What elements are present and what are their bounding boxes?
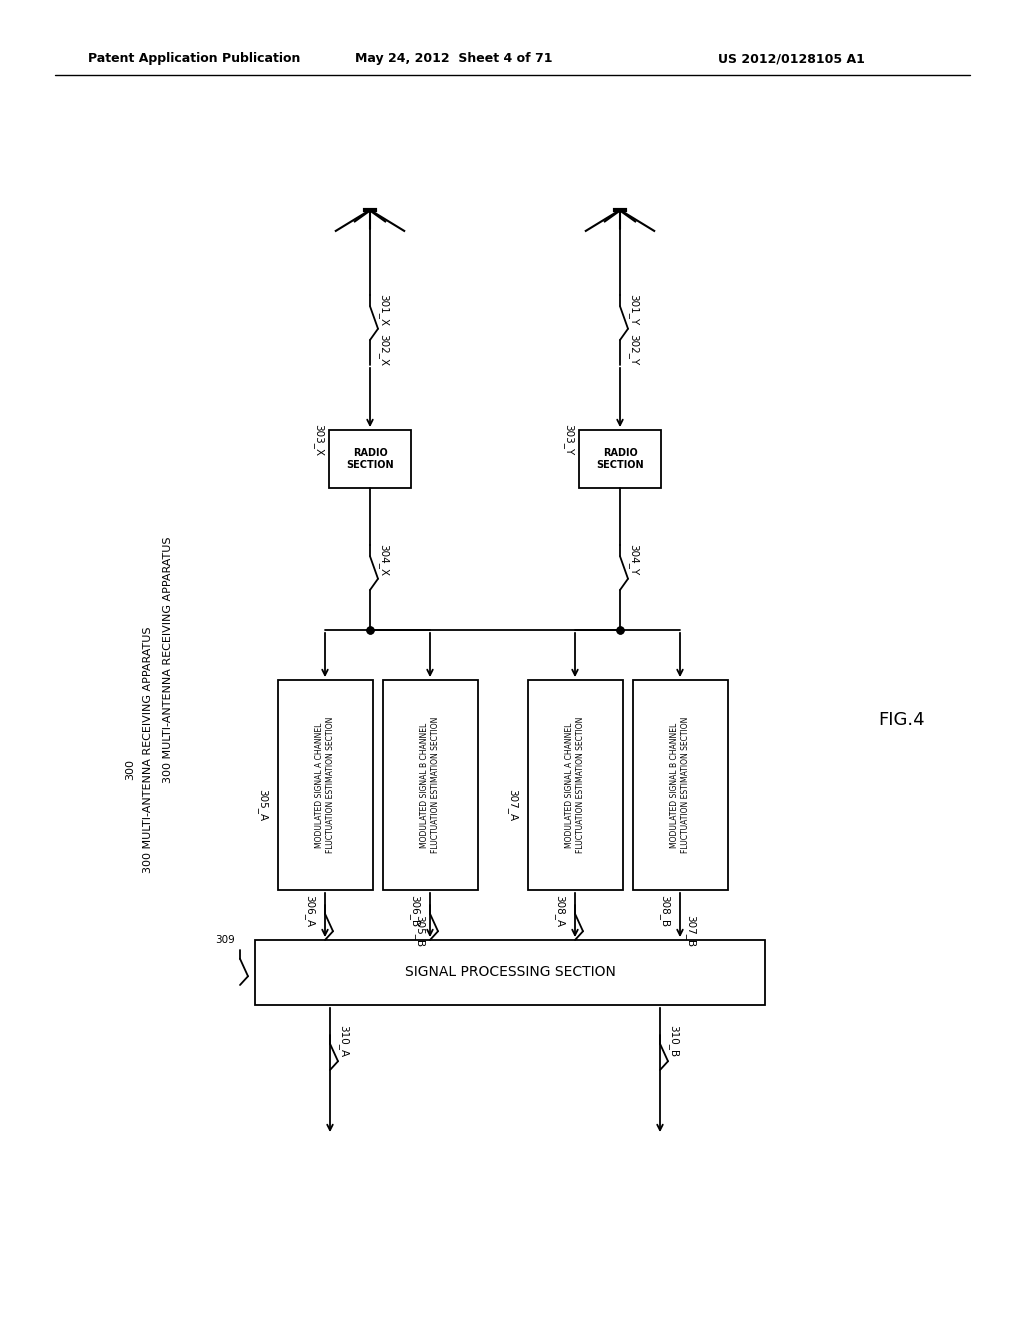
Text: Patent Application Publication: Patent Application Publication bbox=[88, 51, 300, 65]
Text: 309: 309 bbox=[215, 935, 234, 945]
Bar bbox=[579, 430, 662, 488]
Text: 310_B: 310_B bbox=[668, 1026, 679, 1057]
Text: 310_A: 310_A bbox=[338, 1026, 349, 1057]
Bar bbox=[255, 940, 765, 1005]
Text: 300: 300 bbox=[125, 759, 135, 780]
Text: May 24, 2012  Sheet 4 of 71: May 24, 2012 Sheet 4 of 71 bbox=[355, 51, 553, 65]
Text: 304_X: 304_X bbox=[378, 544, 389, 576]
Text: 300 MULTI-ANTENNA RECEIVING APPARATUS: 300 MULTI-ANTENNA RECEIVING APPARATUS bbox=[143, 627, 153, 874]
Text: RADIO
SECTION: RADIO SECTION bbox=[596, 449, 644, 470]
Text: 302_Y: 302_Y bbox=[628, 334, 639, 366]
Text: SIGNAL PROCESSING SECTION: SIGNAL PROCESSING SECTION bbox=[404, 965, 615, 979]
Text: FIG.4: FIG.4 bbox=[878, 711, 925, 729]
Text: US 2012/0128105 A1: US 2012/0128105 A1 bbox=[718, 51, 865, 65]
Text: 307_B: 307_B bbox=[685, 915, 696, 948]
Bar bbox=[633, 680, 728, 890]
Text: 306_A: 306_A bbox=[304, 895, 315, 927]
Text: MODULATED SIGNAL B CHANNEL
FLUCTUATION ESTIMATION SECTION: MODULATED SIGNAL B CHANNEL FLUCTUATION E… bbox=[671, 717, 690, 853]
Text: 307_A: 307_A bbox=[507, 789, 518, 821]
Text: 300 MULTI-ANTENNA RECEIVING APPARATUS: 300 MULTI-ANTENNA RECEIVING APPARATUS bbox=[163, 537, 173, 783]
Text: 305_A: 305_A bbox=[257, 789, 268, 821]
Text: 308_A: 308_A bbox=[554, 895, 565, 927]
Text: 302_X: 302_X bbox=[378, 334, 389, 366]
Text: RADIO
SECTION: RADIO SECTION bbox=[346, 449, 394, 470]
Text: 304_Y: 304_Y bbox=[628, 544, 639, 576]
Text: MODULATED SIGNAL A CHANNEL
FLUCTUATION ESTIMATION SECTION: MODULATED SIGNAL A CHANNEL FLUCTUATION E… bbox=[315, 717, 335, 853]
Text: MODULATED SIGNAL A CHANNEL
FLUCTUATION ESTIMATION SECTION: MODULATED SIGNAL A CHANNEL FLUCTUATION E… bbox=[565, 717, 585, 853]
Bar bbox=[528, 680, 623, 890]
Text: 303_Y: 303_Y bbox=[563, 424, 574, 455]
Text: 306_B: 306_B bbox=[410, 895, 420, 927]
Bar bbox=[329, 430, 411, 488]
Text: 305_B: 305_B bbox=[414, 915, 425, 948]
Text: 301_Y: 301_Y bbox=[628, 294, 639, 326]
Bar bbox=[278, 680, 373, 890]
Bar bbox=[383, 680, 478, 890]
Text: 308_B: 308_B bbox=[659, 895, 670, 927]
Text: MODULATED SIGNAL B CHANNEL
FLUCTUATION ESTIMATION SECTION: MODULATED SIGNAL B CHANNEL FLUCTUATION E… bbox=[420, 717, 439, 853]
Text: 303_X: 303_X bbox=[313, 424, 324, 457]
Text: 301_X: 301_X bbox=[378, 294, 389, 326]
